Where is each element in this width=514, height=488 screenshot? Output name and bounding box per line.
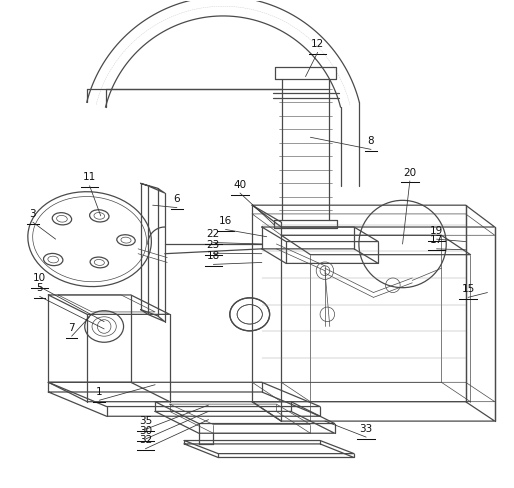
Text: 12: 12	[311, 39, 324, 49]
Text: 7: 7	[68, 323, 75, 333]
Text: 30: 30	[139, 426, 152, 436]
Text: 23: 23	[207, 240, 220, 250]
Text: 8: 8	[368, 136, 374, 146]
Text: 22: 22	[207, 229, 220, 239]
Text: 17: 17	[430, 235, 443, 245]
Text: 1: 1	[96, 387, 103, 397]
Text: 20: 20	[403, 167, 416, 178]
Text: 32: 32	[139, 435, 152, 446]
Text: 16: 16	[219, 216, 232, 226]
Text: 11: 11	[83, 172, 96, 183]
Text: 19: 19	[430, 226, 443, 236]
Text: 33: 33	[360, 424, 373, 434]
Text: 18: 18	[207, 251, 220, 261]
Text: 35: 35	[139, 416, 152, 426]
Text: 15: 15	[462, 284, 475, 294]
Text: 6: 6	[174, 194, 180, 204]
Text: 5: 5	[36, 283, 43, 293]
Text: 40: 40	[233, 180, 247, 190]
Text: 10: 10	[33, 273, 46, 284]
Text: 3: 3	[29, 209, 36, 219]
